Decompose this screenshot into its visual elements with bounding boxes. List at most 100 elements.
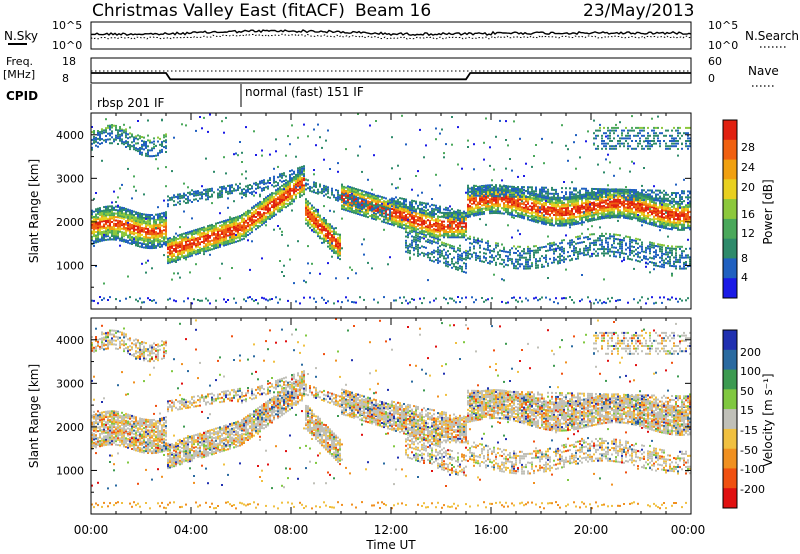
range-gate-point <box>149 222 151 225</box>
range-gate-point <box>499 185 501 188</box>
range-gate-point <box>245 191 247 194</box>
range-gate-point <box>407 249 409 252</box>
range-gate-point <box>311 208 313 210</box>
range-gate-point <box>167 242 169 245</box>
range-gate-point <box>379 204 381 207</box>
range-gate-point <box>141 246 143 249</box>
range-gate-point <box>295 179 297 182</box>
range-gate-point <box>529 215 531 218</box>
range-gate-point <box>187 240 189 243</box>
range-gate-point <box>155 213 157 216</box>
range-gate-point <box>509 199 511 202</box>
range-gate-point <box>505 195 507 198</box>
range-gate-point <box>227 243 229 246</box>
range-gate-point <box>409 243 411 246</box>
range-gate-point <box>559 196 561 199</box>
range-gate-point <box>165 216 167 219</box>
range-gate-point <box>511 260 513 263</box>
range-gate-point <box>101 218 103 221</box>
range-gate-point <box>119 223 121 226</box>
range-gate-point <box>143 229 145 232</box>
range-gate-point <box>213 240 215 243</box>
range-gate-point <box>305 182 307 185</box>
range-gate-point <box>417 239 419 242</box>
range-gate-point <box>151 149 153 152</box>
range-gate-point <box>147 233 149 236</box>
range-gate-point <box>91 216 93 219</box>
range-gate-point <box>557 214 559 217</box>
range-gate-point <box>543 205 545 208</box>
range-gate-point <box>373 211 375 213</box>
range-gate-point <box>147 297 149 300</box>
range-gate-point <box>507 224 509 227</box>
range-gate-point <box>515 267 517 270</box>
range-gate-point <box>519 191 521 194</box>
range-gate-point <box>489 200 491 202</box>
range-gate-point <box>555 208 557 211</box>
range-gate-point <box>449 224 451 227</box>
range-gate-point <box>147 153 149 156</box>
range-gate-point <box>169 254 171 257</box>
range-gate-point <box>555 258 557 261</box>
range-gate-point <box>483 198 485 201</box>
range-gate-point <box>163 241 165 244</box>
range-gate-point <box>417 254 419 257</box>
range-gate-point <box>213 233 215 236</box>
range-gate-point <box>197 244 199 246</box>
range-gate-point <box>333 239 335 242</box>
range-gate-point <box>193 248 195 251</box>
range-gate-point <box>133 215 135 218</box>
range-gate-point <box>545 254 547 257</box>
range-gate-point <box>351 194 353 197</box>
range-gate-point <box>487 244 489 247</box>
range-gate-point <box>153 143 155 146</box>
range-gate-point <box>299 183 301 186</box>
range-gate-point <box>437 227 439 230</box>
range-gate-point <box>309 189 311 192</box>
range-gate-point <box>299 187 301 190</box>
range-gate-point <box>347 197 349 200</box>
range-gate-point <box>189 243 191 245</box>
range-gate-point <box>337 243 339 246</box>
range-gate-point <box>427 231 429 234</box>
range-gate-point <box>299 186 301 189</box>
range-gate-point <box>491 193 493 196</box>
range-gate-point <box>159 225 161 228</box>
range-gate-point <box>539 197 541 200</box>
range-gate-point <box>247 211 249 214</box>
range-gate-point <box>253 219 255 222</box>
range-gate-point <box>399 224 401 227</box>
range-gate-point <box>119 137 121 140</box>
range-gate-point <box>433 212 435 215</box>
range-gate-point <box>207 237 209 240</box>
range-gate-point <box>257 212 259 215</box>
range-gate-point <box>241 188 243 191</box>
range-gate-point <box>209 247 211 250</box>
range-gate-point <box>279 260 281 262</box>
range-gate-point <box>393 215 395 218</box>
range-gate-point <box>347 194 349 197</box>
range-gate-point <box>223 227 225 230</box>
range-gate-point <box>445 264 447 267</box>
range-gate-point <box>227 192 229 195</box>
range-gate-point <box>501 185 503 188</box>
range-gate-point <box>475 210 477 213</box>
range-gate-point <box>153 299 155 302</box>
range-gate-point <box>411 241 413 244</box>
range-gate-point <box>511 208 513 211</box>
range-gate-point <box>327 186 329 189</box>
range-gate-point <box>153 222 155 225</box>
range-gate-point <box>235 234 237 236</box>
range-gate-point <box>281 230 283 233</box>
range-gate-point <box>123 238 125 241</box>
range-gate-point <box>281 184 283 187</box>
range-gate-point <box>179 195 181 198</box>
range-gate-point <box>467 186 469 189</box>
range-gate-point <box>273 177 275 180</box>
range-gate-point <box>145 224 147 227</box>
range-gate-point <box>511 247 513 250</box>
range-gate-point <box>301 187 303 190</box>
range-gate-point <box>171 238 173 241</box>
range-gate-point <box>387 207 389 210</box>
range-gate-point <box>335 238 337 241</box>
